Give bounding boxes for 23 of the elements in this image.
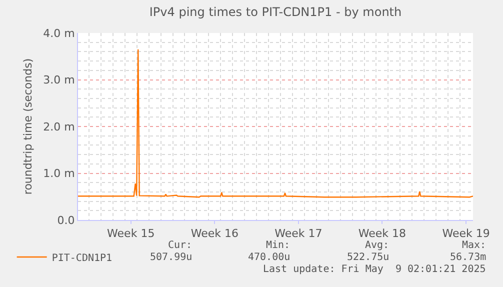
- text: Last update: Fri May 9 02:01:21 2025: [263, 264, 486, 275]
- x-tick-label: Week 19: [442, 227, 490, 240]
- x-tick-label: Week 16: [190, 227, 238, 240]
- line-series: [78, 48, 473, 198]
- chart-title: IPv4 ping times to PIT-CDN1P1 - by month: [149, 5, 402, 20]
- legend-label: PIT-CDN1P1: [52, 252, 112, 264]
- text: 522.75u: [347, 252, 390, 263]
- y-tick-label: 4.0 m: [43, 26, 75, 40]
- y-tick-label: 3.0 m: [43, 74, 75, 87]
- y-tick-label: 1.0 m: [43, 167, 75, 180]
- text: Cur:: [168, 240, 192, 251]
- y-axis-title: roundtrip time (seconds): [22, 58, 35, 195]
- text: Max:: [462, 240, 486, 251]
- text: 56.73m: [450, 252, 486, 263]
- x-tick-label: Week 15: [107, 227, 155, 240]
- text: 507.99u: [150, 252, 192, 263]
- x-tick-label: Week 17: [274, 227, 322, 240]
- x-tick-label: Week 18: [358, 227, 406, 240]
- text: Avg:: [365, 240, 390, 251]
- y-tick-label: 0.0: [57, 214, 75, 227]
- y-tick-label: 2.0 m: [43, 120, 75, 134]
- text: Min:: [266, 240, 290, 251]
- text: 470.00u: [248, 252, 290, 263]
